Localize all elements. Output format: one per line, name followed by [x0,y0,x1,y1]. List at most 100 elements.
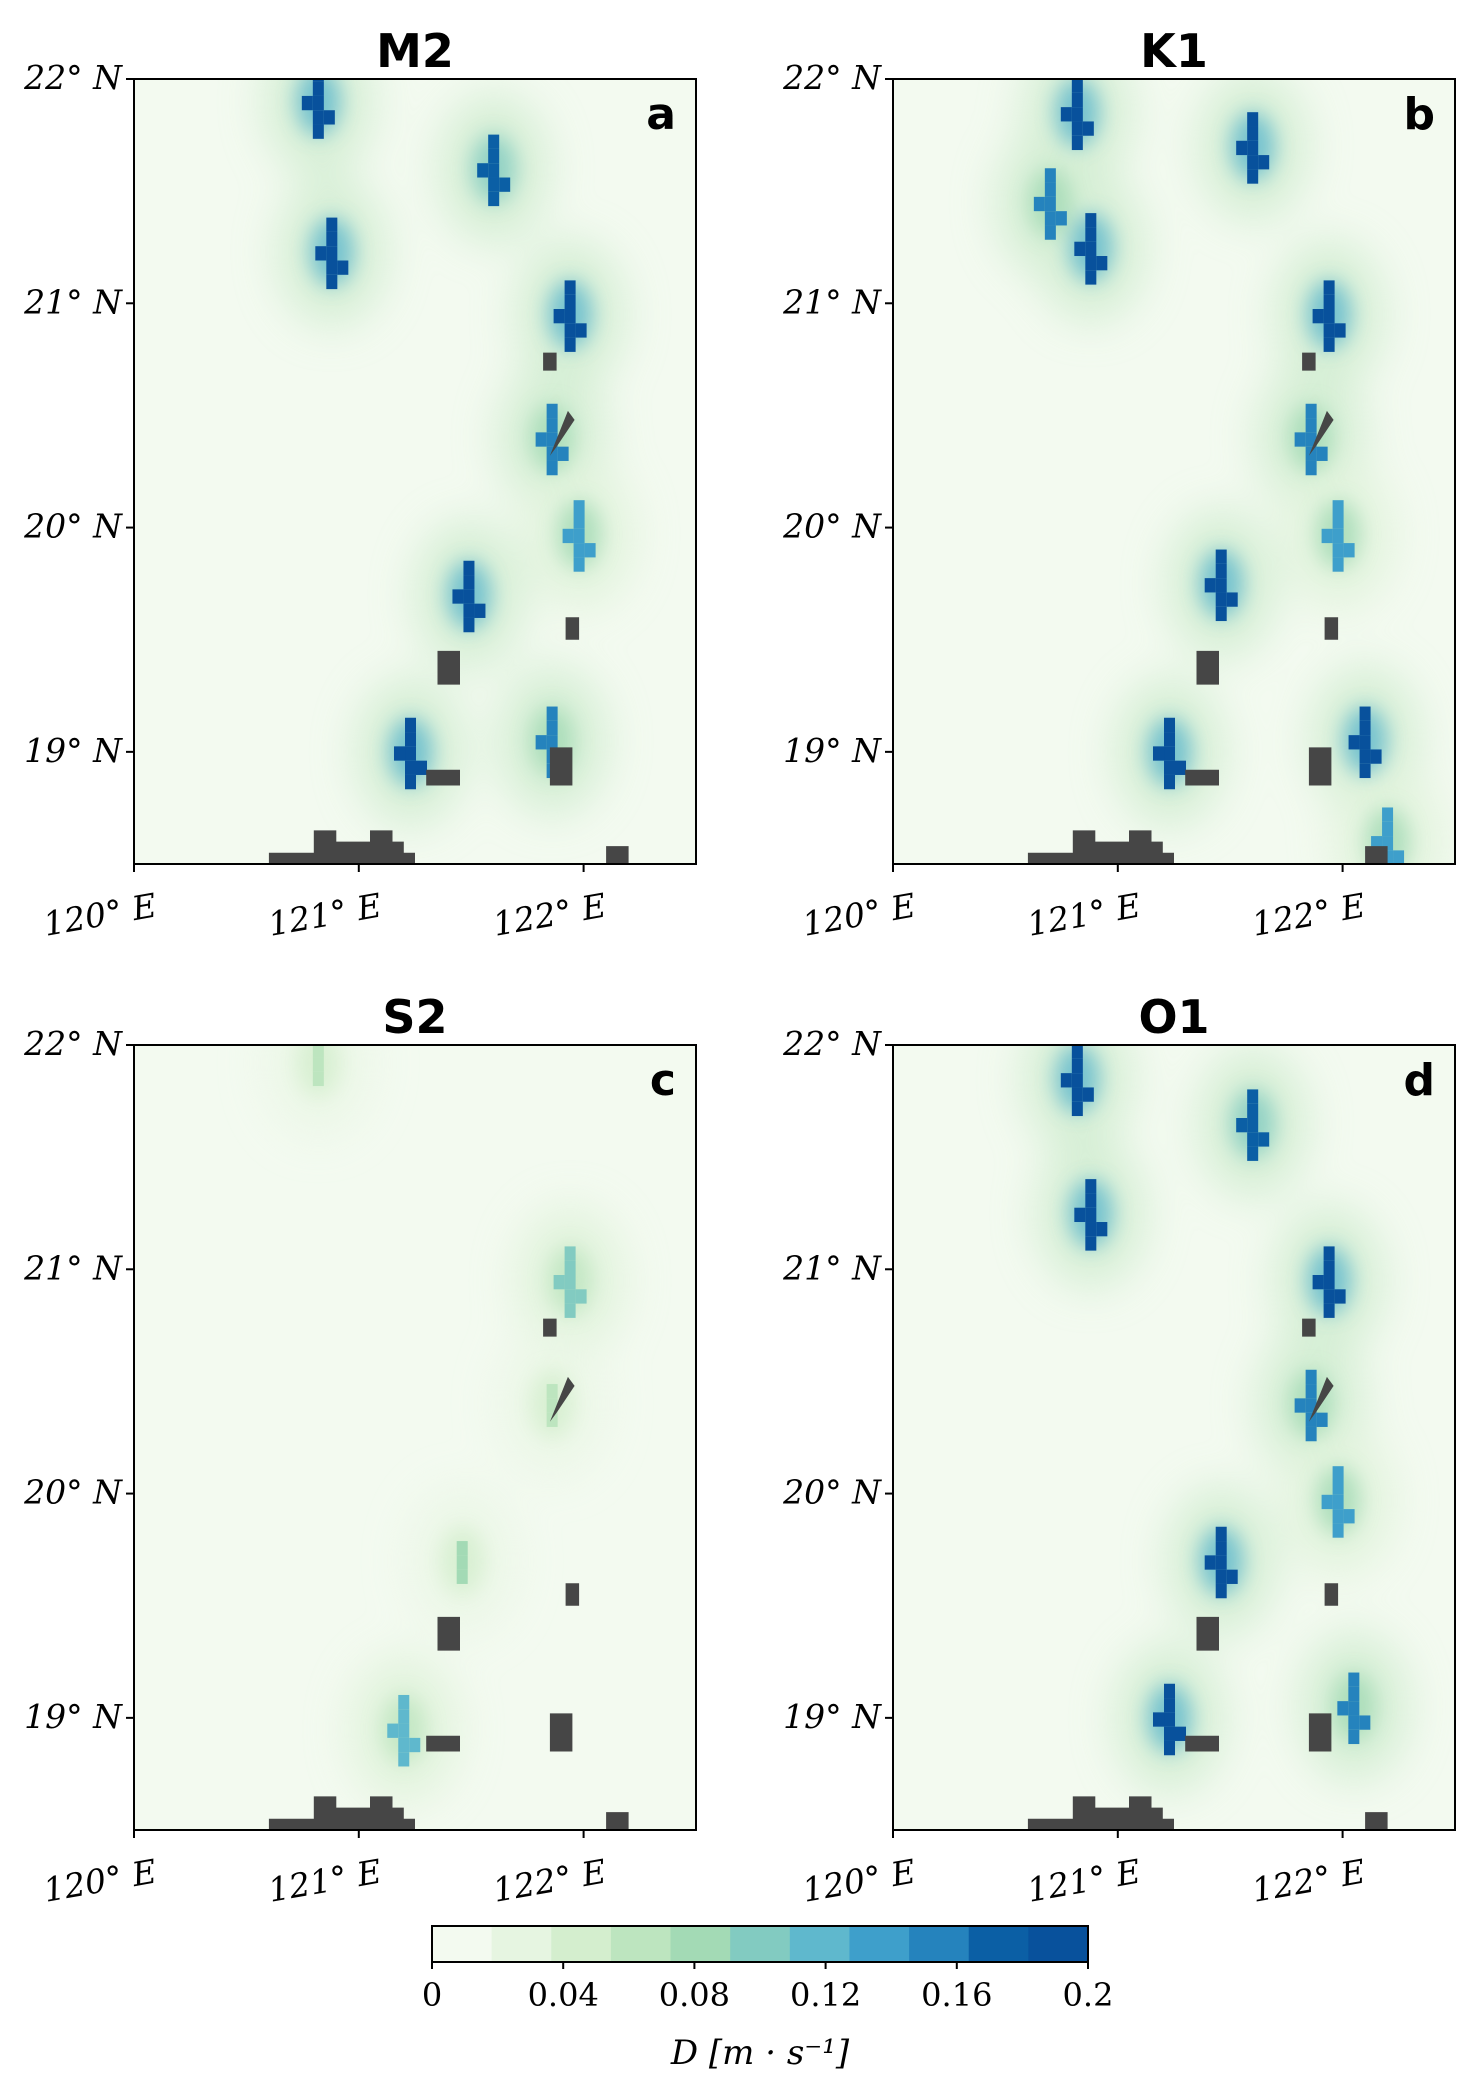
land-mass [437,1616,460,1651]
dissipation-field [995,79,1443,864]
land-mass [565,1583,580,1606]
land-mass [1324,1583,1339,1606]
hotspot-cell [1215,1541,1227,1556]
x-tick-label: 121° E [265,886,384,944]
hotspot-cell [546,1384,558,1399]
x-tick-label: 121° E [1024,1852,1143,1910]
hotspot-cell [1332,543,1344,558]
hotspot-cell [1082,121,1094,136]
hotspot-cell [463,617,475,633]
hotspot-cell [1060,107,1072,122]
colorbar-tick-label: 0.2 [1063,1976,1114,2014]
hotspot-cell [1323,294,1335,309]
panel-letter: d [1404,1055,1436,1106]
hotspot-cell [1332,514,1344,529]
y-tick-label: 20° N [782,507,882,546]
x-tick-label: 121° E [1024,886,1143,944]
hotspot-cell [1332,557,1344,572]
hotspot-cell [1164,1726,1176,1741]
hotspot-cell [546,1398,558,1413]
land-mass [1027,830,1174,864]
hotspot-cell [1175,1726,1187,1741]
hotspot-cell [1085,270,1097,285]
hotspot-cell [488,177,500,192]
x-tick-label: 122° E [490,1852,609,1910]
axes-frame [133,78,697,865]
hotspot-cell [312,79,324,82]
dissipation-field [263,1045,629,1830]
hotspot-cell [1071,1045,1083,1059]
y-tick-label: 19° N [783,731,882,770]
y-tick-label: 19° N [24,1697,123,1736]
hotspot-cell [1204,1555,1216,1570]
hotspot-cell [1305,432,1317,447]
hotspot-cell [553,309,565,324]
hotspot-cell [1215,1526,1227,1542]
land-mass [268,1796,415,1830]
hotspot-cell [1305,1412,1317,1427]
land-mass [426,769,460,786]
land-mass [437,650,460,685]
hotspot-cell [1323,280,1335,295]
land-mass [1185,769,1219,786]
axes-frame [892,1044,1456,1831]
hotspot-cell [575,1289,587,1304]
hotspot-cell [1247,1146,1259,1161]
hotspot-cell [1085,213,1097,228]
hotspot-cell [326,246,338,261]
hotspot-cell [1204,578,1216,593]
land-mass [1196,650,1219,685]
hotspot-cell [546,418,558,433]
hotspot-cell [1071,121,1083,136]
hotspot-cell [1236,140,1248,156]
hotspot-cell [1332,1523,1344,1538]
hotspot-cell [1071,1087,1083,1102]
hotspot-cell [1305,1398,1317,1413]
hotspot-cell [1236,1118,1248,1133]
hotspot-cell [1074,1207,1086,1223]
hotspot-cell [1096,1222,1108,1237]
hotspot-cell [1305,1369,1317,1385]
hotspot-cell [1044,168,1056,183]
hotspot-cell [564,1275,576,1290]
hotspot-cell [1055,211,1067,226]
hotspot-cell [1226,592,1238,607]
land-mass [1302,352,1316,371]
hotspot-cell [573,543,585,558]
land-mass [1308,1376,1334,1422]
hotspot-cell [535,432,547,447]
axes-frame [133,1044,697,1831]
hotspot-cell [1071,107,1083,122]
hotspot-cell [546,432,558,447]
hotspot-cell [1323,1303,1335,1318]
hotspot-cell [1305,418,1317,433]
hotspot-cell [456,1541,468,1556]
hotspot-cell [564,323,576,338]
hotspot-cell [584,543,596,558]
hotspot-cell [1215,549,1227,564]
hotspot-cell [564,1260,576,1275]
colorbar-segment [849,1926,910,1962]
hotspot-cell [1215,563,1227,579]
hotspot-cell [1332,1466,1344,1481]
hotspot-cell [1393,850,1405,864]
hotspot-cell [488,191,500,207]
hotspot-cell [1164,1740,1176,1756]
hotspot-cell [1164,717,1176,733]
hotspot-cell [452,589,464,604]
hotspot-cell [1085,1207,1097,1223]
x-tick-label: 120° E [799,886,918,944]
hotspot-cell [1359,763,1371,779]
hotspot-cell [1348,1686,1360,1702]
hotspot-cell [398,1752,410,1767]
hotspot-cell [1247,1118,1259,1133]
land-mass [549,1376,575,1422]
hotspot-cell [1348,1715,1360,1730]
colorbar-segment [730,1926,791,1962]
hotspot-cell [1323,1246,1335,1261]
y-tick-label: 20° N [782,1473,882,1512]
hotspot-cell [1085,227,1097,242]
hotspot-cell [405,760,417,775]
hotspot-cell [1085,1179,1097,1194]
